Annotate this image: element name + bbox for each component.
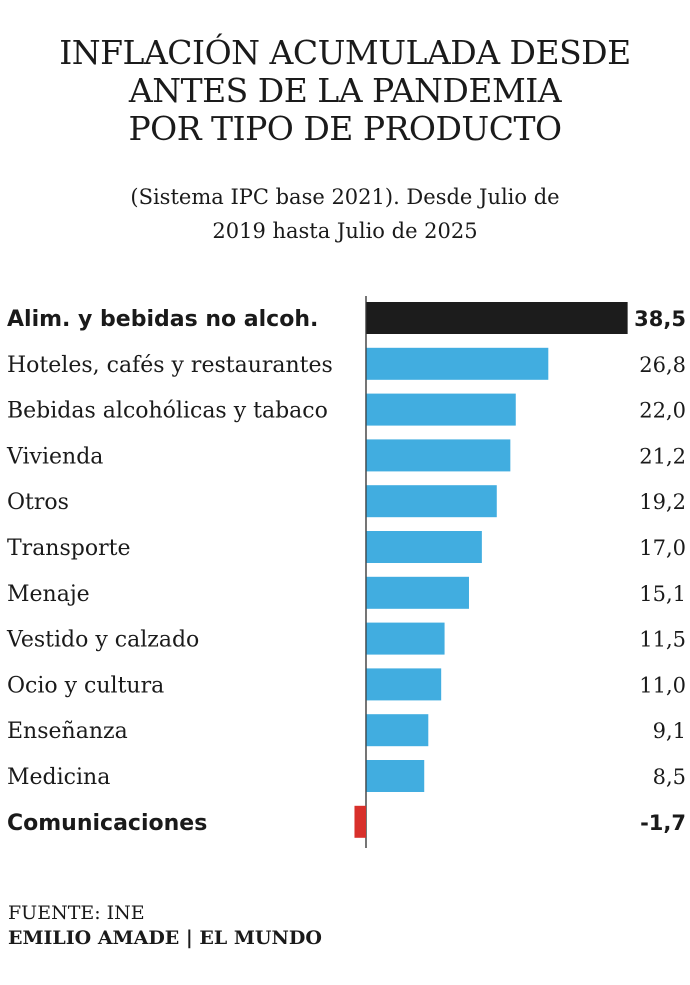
category-label: Alim. y bebidas no alcoh. [7, 307, 318, 332]
category-label: Menaje [7, 582, 90, 607]
bar [366, 439, 511, 472]
category-label: Comunicaciones [7, 811, 207, 836]
value-label: 9,1 [653, 719, 686, 743]
value-label: 11,0 [639, 673, 686, 697]
bar-chart: Alim. y bebidas no alcoh. 38,5 Hoteles, ca… [6, 296, 686, 848]
bar [366, 302, 628, 334]
bar [366, 347, 549, 380]
category-label: Vivienda [6, 444, 103, 469]
value-label: 22,0 [639, 399, 686, 423]
chart-subtitle: (Sistema IPC base 2021). Desde Julio de … [130, 185, 560, 243]
value-label: -1,7 [640, 811, 686, 835]
category-label: Medicina [7, 765, 110, 790]
value-label: 8,5 [653, 765, 686, 789]
bar [366, 668, 442, 701]
bar [366, 622, 445, 655]
value-label: 26,8 [639, 353, 686, 377]
category-label: Bebidas alcohólicas y tabaco [7, 399, 328, 424]
bar [354, 805, 366, 838]
category-label: Otros [7, 490, 69, 515]
value-label: 21,2 [639, 444, 686, 468]
credit-line: EMILIO AMADE | EL MUNDO [8, 927, 322, 949]
chart-title: INFLACIÓN ACUMULADA DESDE ANTES DE LA PA… [59, 33, 631, 148]
bar [366, 714, 429, 747]
value-label: 38,5 [634, 307, 686, 331]
bar [366, 393, 516, 426]
bar [366, 760, 425, 792]
bar [366, 576, 469, 609]
bar [366, 485, 497, 518]
bar [366, 531, 482, 563]
value-label: 19,2 [639, 490, 686, 514]
value-label: 17,0 [639, 536, 686, 560]
value-label: 15,1 [639, 582, 686, 606]
category-label: Ocio y cultura [7, 673, 164, 698]
source-note: FUENTE: INE [8, 902, 145, 924]
category-label: Transporte [7, 536, 130, 561]
category-label: Enseñanza [7, 719, 128, 744]
value-label: 11,5 [639, 628, 686, 652]
category-label: Vestido y calzado [6, 628, 199, 653]
category-label: Hoteles, cafés y restaurantes [7, 353, 333, 378]
